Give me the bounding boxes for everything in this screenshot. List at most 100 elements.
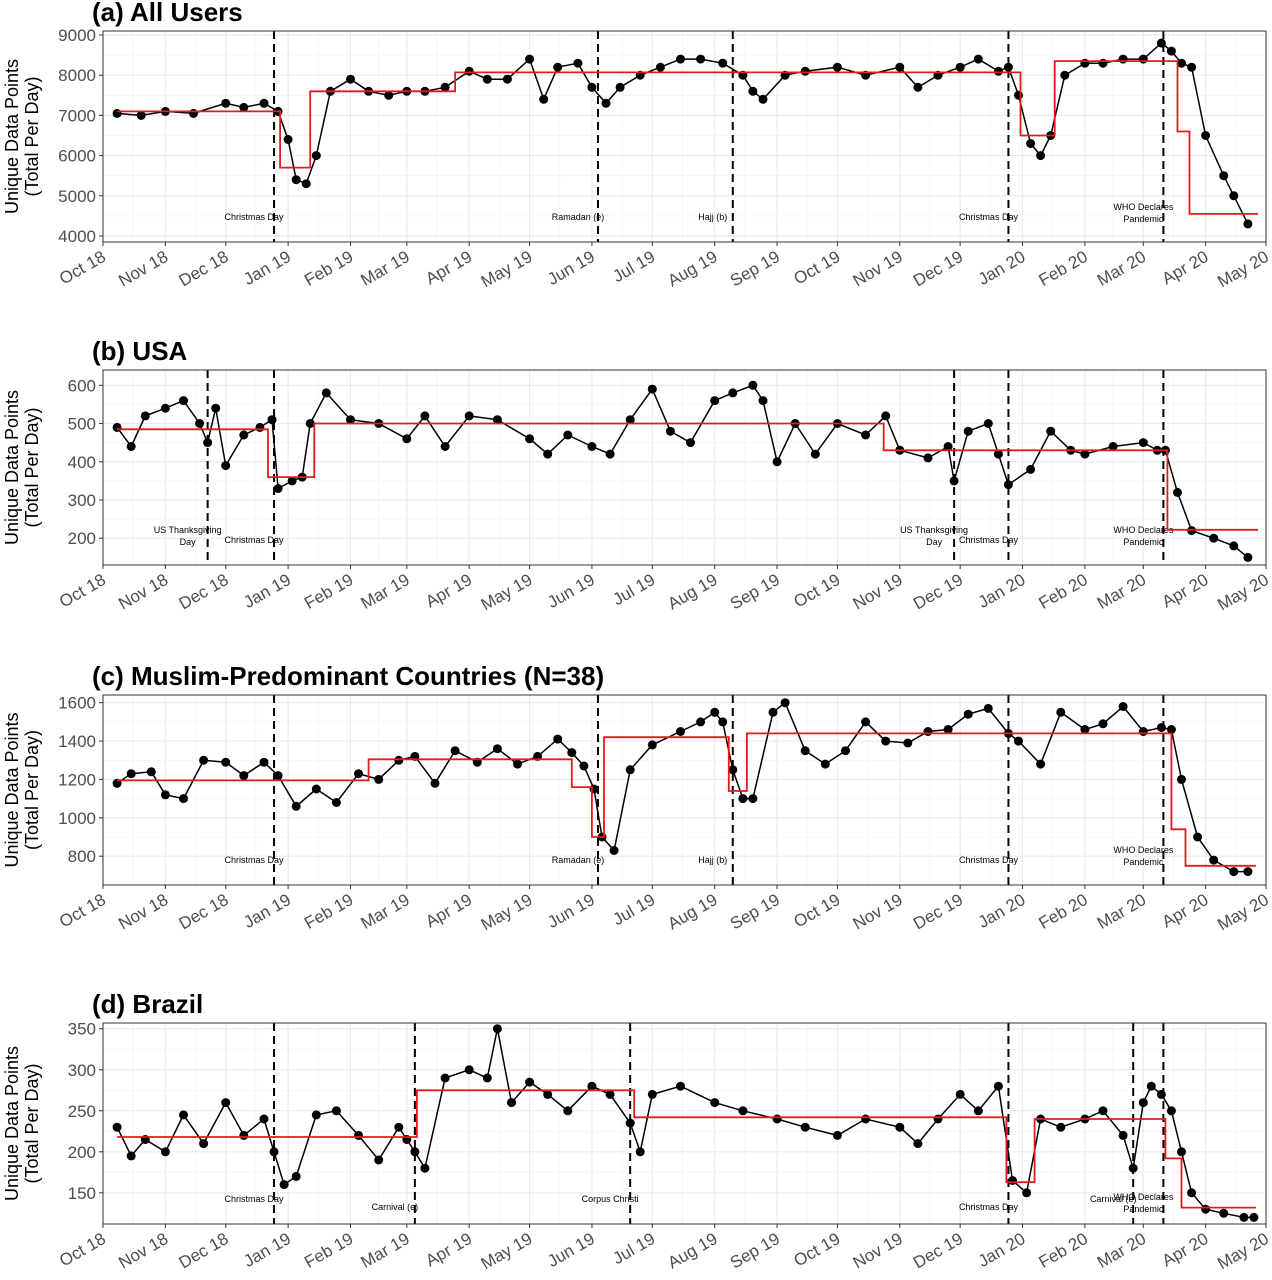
- data-point: [676, 54, 685, 64]
- data-point: [1229, 191, 1239, 201]
- data-point: [573, 58, 583, 68]
- panel-title: (a) All Users: [92, 0, 243, 27]
- data-point: [291, 175, 301, 185]
- data-point: [502, 74, 512, 84]
- panel-1: (a) All Users 4000 5000 6000 7000 8000 9000 Oct…: [2, 0, 1272, 291]
- data-point: [832, 62, 842, 72]
- data-point: [199, 1139, 209, 1149]
- data-point: [780, 698, 790, 708]
- data-point: [686, 438, 695, 448]
- data-point: [420, 411, 430, 421]
- data-point: [647, 740, 657, 750]
- x-tick-label: Jan 19: [240, 247, 294, 289]
- x-tick-label: Dec 19: [910, 247, 966, 290]
- data-point: [605, 449, 615, 459]
- panel-title: (d) Brazil: [92, 989, 203, 1019]
- data-point: [601, 98, 611, 108]
- data-point: [973, 54, 983, 64]
- data-point: [440, 1073, 450, 1083]
- y-tick-label: 4000: [58, 227, 96, 246]
- data-point: [195, 419, 205, 428]
- data-point: [881, 736, 891, 746]
- y-tick-label: 1400: [58, 732, 96, 751]
- x-tick-label: Jan 20: [975, 1229, 1029, 1271]
- data-point: [993, 66, 1003, 76]
- x-tick-label: Sep 19: [727, 570, 783, 613]
- data-point: [525, 54, 535, 64]
- data-point: [203, 438, 213, 448]
- data-point: [1201, 131, 1211, 140]
- data-point: [810, 449, 820, 459]
- y-tick-label: 1000: [58, 809, 96, 828]
- data-point: [1036, 759, 1046, 769]
- data-point: [305, 419, 315, 428]
- data-point: [1146, 1081, 1156, 1091]
- x-tick-label: Oct 19: [791, 247, 844, 289]
- data-point: [112, 1122, 122, 1132]
- data-point: [525, 1077, 535, 1087]
- data-point: [605, 1089, 615, 1099]
- event-label: Christmas Day: [959, 1202, 1019, 1212]
- x-tick-label: Mar 19: [357, 890, 412, 933]
- data-point: [772, 457, 782, 467]
- data-point: [748, 86, 758, 96]
- data-point: [525, 434, 535, 444]
- data-point: [758, 396, 768, 406]
- x-tick-label: Feb 19: [301, 890, 356, 933]
- x-tick-label: Oct 19: [791, 890, 844, 932]
- data-point: [1080, 58, 1090, 68]
- data-point: [1201, 1204, 1211, 1214]
- data-point: [728, 388, 738, 398]
- data-point: [609, 846, 619, 855]
- data-point: [267, 415, 277, 425]
- x-tick-label: Apr 19: [422, 890, 475, 932]
- x-tick-label: Jan 20: [975, 890, 1029, 932]
- data-point: [841, 746, 850, 756]
- data-point: [269, 1147, 279, 1157]
- data-point: [507, 1098, 516, 1108]
- data-point: [239, 430, 249, 440]
- x-tick-label: Apr 20: [1159, 570, 1212, 612]
- data-point: [179, 396, 188, 406]
- data-point: [748, 794, 758, 804]
- data-point: [126, 442, 136, 451]
- event-label: WHO Declares: [1113, 202, 1174, 212]
- data-point: [273, 484, 283, 493]
- data-point: [1166, 46, 1176, 56]
- data-point: [410, 1147, 420, 1157]
- event-label: WHO Declares: [1113, 525, 1174, 535]
- data-point: [895, 62, 905, 72]
- data-point: [553, 62, 563, 72]
- event-label: Christmas Day: [225, 535, 285, 545]
- data-point: [394, 755, 404, 765]
- x-tick-label: May 20: [1214, 890, 1272, 934]
- data-point: [963, 709, 973, 719]
- data-point: [563, 430, 573, 440]
- x-tick-label: Oct 18: [56, 570, 109, 612]
- data-point: [625, 415, 635, 425]
- event-label: Ramadan (e): [552, 855, 605, 865]
- data-point: [696, 54, 706, 64]
- data-point: [1118, 54, 1128, 64]
- data-point: [492, 415, 502, 425]
- panel-title: (b) USA: [92, 336, 188, 366]
- data-point: [140, 411, 150, 421]
- data-point: [239, 771, 249, 781]
- data-point: [354, 1130, 363, 1140]
- event-label: Day: [926, 537, 943, 547]
- x-tick-label: Aug 19: [665, 1229, 721, 1272]
- data-point: [311, 1110, 321, 1120]
- data-point: [112, 108, 122, 118]
- plot-frame: [102, 1022, 1267, 1225]
- data-point: [881, 411, 891, 421]
- series-line: [116, 1028, 1254, 1219]
- x-tick-label: Feb 20: [1036, 890, 1091, 933]
- data-point: [1138, 54, 1148, 64]
- data-point: [211, 403, 221, 413]
- data-point: [221, 461, 231, 471]
- x-tick-label: Sep 19: [727, 890, 783, 933]
- data-point: [933, 1114, 943, 1124]
- x-tick-label: Jan 19: [240, 570, 294, 612]
- x-tick-label: Dec 18: [176, 570, 232, 613]
